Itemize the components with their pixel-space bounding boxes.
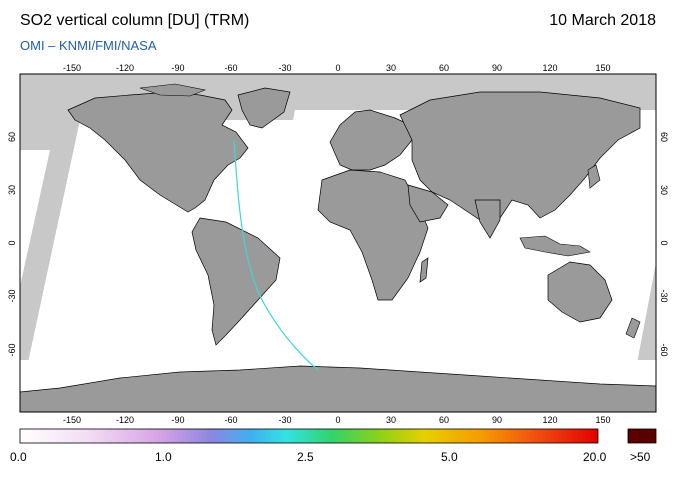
land-asia <box>399 91 641 221</box>
so2-track <box>233 139 319 371</box>
lat-tick: -30 <box>659 289 669 302</box>
colorbar-label: 2.5 <box>297 450 314 464</box>
lat-tick: 60 <box>7 132 17 142</box>
lon-ticks-top: -150 -120 -90 -60 -30 0 30 60 90 120 150 <box>63 63 611 73</box>
lon-tick: -120 <box>116 63 134 73</box>
land-arctic-islands <box>139 83 207 97</box>
land-south-america <box>191 217 281 346</box>
lon-tick: 0 <box>335 415 340 425</box>
land-india <box>474 199 501 239</box>
lon-tick: 60 <box>439 415 449 425</box>
lat-tick: 30 <box>659 185 669 195</box>
lon-tick: 150 <box>595 415 610 425</box>
lat-ticks-left: 60 30 0 -30 -60 <box>7 132 17 357</box>
lon-tick: -150 <box>63 63 81 73</box>
lon-tick: 0 <box>335 63 340 73</box>
colorbar-label: 20.0 <box>583 450 607 464</box>
colorbar-label: 1.0 <box>155 450 172 464</box>
lon-tick: 120 <box>542 63 557 73</box>
lon-ticks-bottom: -150 -120 -90 -60 -30 0 30 60 90 120 150 <box>63 415 611 425</box>
lon-tick: -30 <box>278 415 291 425</box>
lon-tick: 90 <box>492 63 502 73</box>
map-title: SO2 vertical column [DU] (TRM) <box>20 12 250 29</box>
lat-tick: -60 <box>659 343 669 356</box>
colorbar-label: 0.0 <box>10 450 27 464</box>
colorbar <box>19 428 599 444</box>
map-date: 10 March 2018 <box>549 12 656 29</box>
lon-tick: -90 <box>171 63 184 73</box>
lon-tick: 90 <box>492 415 502 425</box>
land-madagascar <box>419 257 429 283</box>
lon-tick: -30 <box>278 63 291 73</box>
lon-tick: 30 <box>386 63 396 73</box>
lon-tick: -120 <box>116 415 134 425</box>
lon-tick: 120 <box>542 415 557 425</box>
colorbar-overflow-label: >50 <box>630 450 651 464</box>
lon-tick: -60 <box>224 63 237 73</box>
land-africa <box>317 169 429 301</box>
land-north-america <box>67 91 249 213</box>
lon-tick: -90 <box>171 415 184 425</box>
land-japan <box>587 164 601 189</box>
lat-tick: 60 <box>659 132 669 142</box>
lon-tick: 60 <box>439 63 449 73</box>
land-australia <box>547 261 613 323</box>
lat-tick: 30 <box>7 185 17 195</box>
lat-tick: 0 <box>7 240 17 245</box>
lon-tick: -150 <box>63 415 81 425</box>
lon-tick: 30 <box>386 415 396 425</box>
land-indonesia <box>519 235 591 257</box>
data-credit: OMI – KNMI/FMI/NASA <box>20 38 157 53</box>
lon-tick: 150 <box>595 63 610 73</box>
map-frame <box>19 73 657 413</box>
lon-tick: -60 <box>224 415 237 425</box>
lat-tick: -30 <box>7 289 17 302</box>
land-antarctica <box>20 365 656 412</box>
lat-ticks-right: 60 30 0 -30 -60 <box>659 132 669 357</box>
colorbar-overflow-swatch <box>627 428 657 444</box>
lat-tick: 0 <box>659 240 669 245</box>
land-new-zealand <box>625 317 641 339</box>
land-arabia <box>407 184 449 223</box>
land-greenland <box>237 87 291 129</box>
lat-tick: -60 <box>7 343 17 356</box>
colorbar-label: 5.0 <box>441 450 458 464</box>
map-content <box>20 83 656 412</box>
